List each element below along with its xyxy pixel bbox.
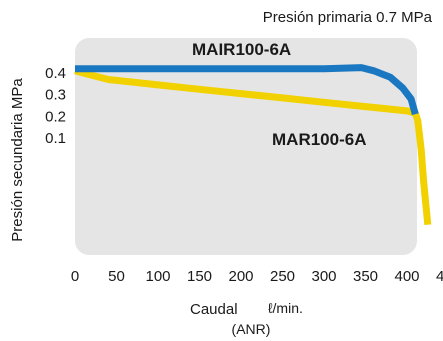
plot-area xyxy=(75,38,417,255)
x-tick-label: 50 xyxy=(108,268,125,285)
series-label-mair100-6a: MAIR100-6A xyxy=(192,40,291,59)
x-axis-ticks: 0 50 100 150 200 250 300 350 400 450 xyxy=(71,268,443,285)
x-tick-label: 450 xyxy=(436,268,443,285)
series-layer xyxy=(74,64,432,226)
y-tick-label: 0.2 xyxy=(45,108,66,125)
y-tick-label: 0.3 xyxy=(45,87,66,104)
series-line-mar100-6a xyxy=(74,67,432,226)
x-axis-label: Caudal xyxy=(190,301,238,318)
x-tick-label: 300 xyxy=(311,268,336,285)
y-tick-label: 0.4 xyxy=(45,65,66,82)
x-tick-label: 350 xyxy=(353,268,378,285)
x-tick-label: 100 xyxy=(145,268,170,285)
series-line-mair100-6a xyxy=(75,64,419,116)
x-tick-label: 150 xyxy=(187,268,212,285)
y-axis-label: Presión secundaria MPa xyxy=(9,78,26,242)
y-axis-ticks: 0.4 0.3 0.2 0.1 xyxy=(45,65,66,147)
x-tick-label: 200 xyxy=(228,268,253,285)
x-axis-subtitle: (ANR) xyxy=(232,321,271,337)
x-tick-label: 0 xyxy=(71,268,79,285)
series-label-mar100-6a: MAR100-6A xyxy=(272,130,366,149)
x-tick-label: 400 xyxy=(394,268,419,285)
x-axis-unit: ℓ/min. xyxy=(268,300,303,316)
primary-pressure-note: Presión primaria 0.7 MPa xyxy=(263,9,433,26)
y-tick-label: 0.1 xyxy=(45,130,66,147)
x-tick-label: 250 xyxy=(270,268,295,285)
